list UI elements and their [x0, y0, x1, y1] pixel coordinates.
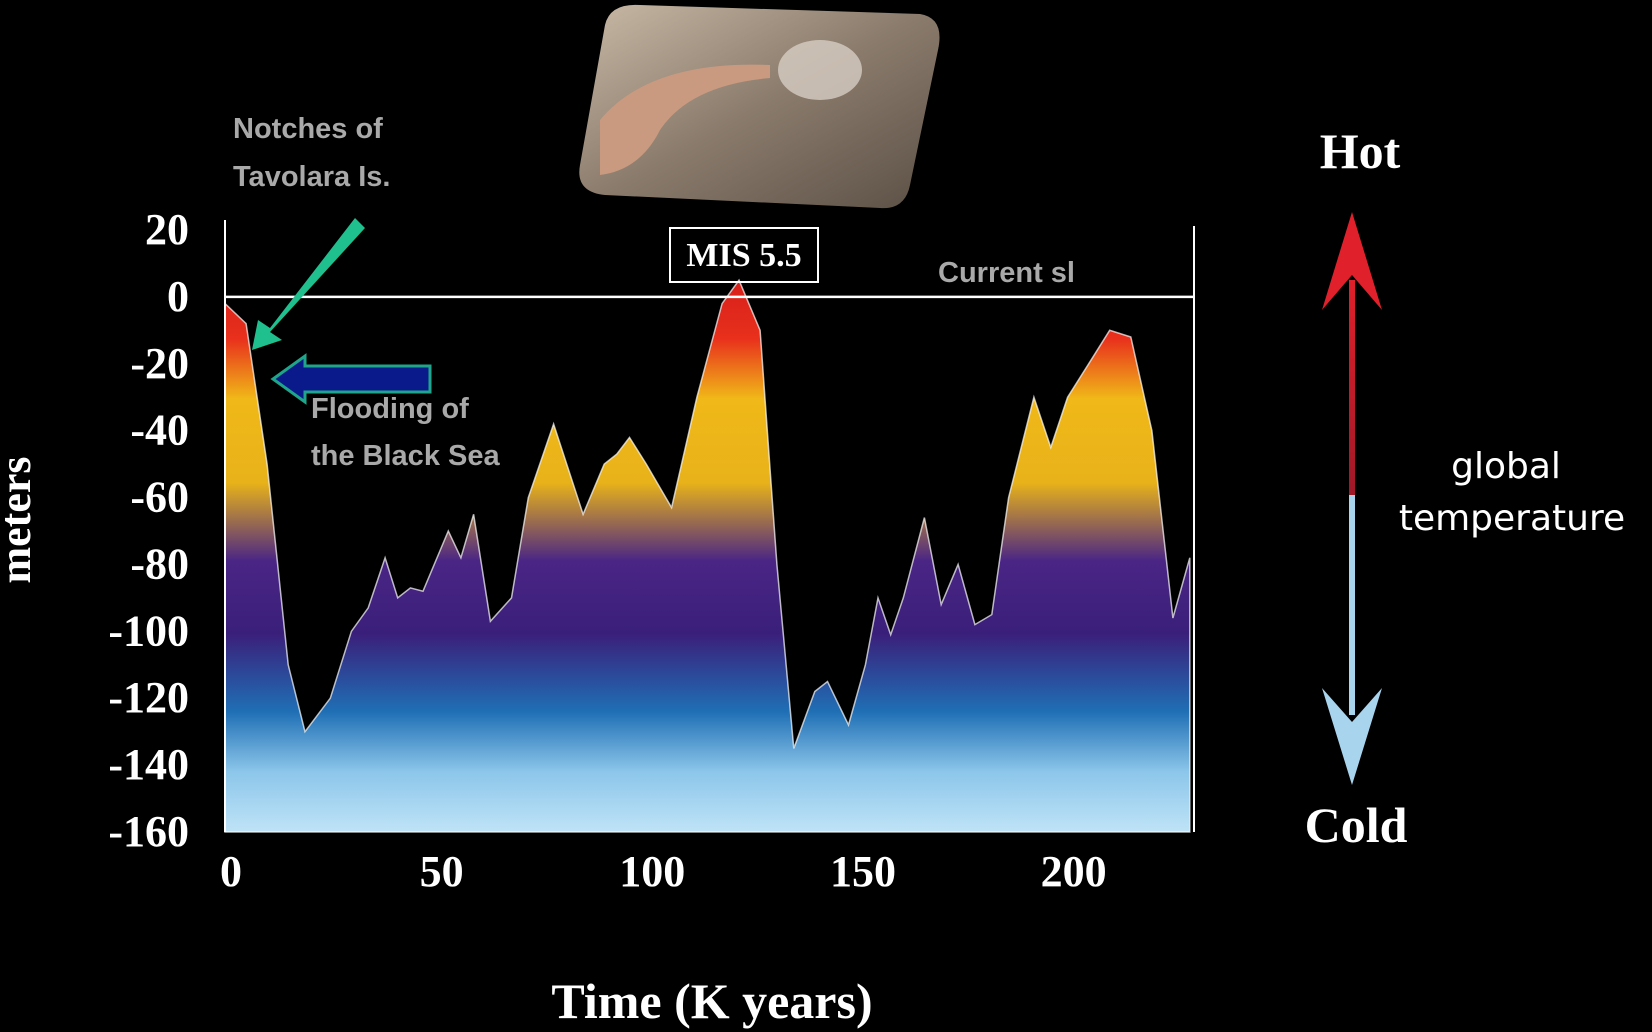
annotation: the Black Sea [311, 440, 500, 472]
photo [579, 5, 939, 208]
temperature-arrow [1349, 495, 1355, 715]
y-tick-label: -140 [108, 740, 189, 789]
chart: 200-20-40-60-80-100-120-140-160050100150… [0, 0, 1652, 1032]
x-tick-label: 100 [619, 847, 685, 896]
y-tick-label: 0 [167, 272, 189, 321]
annotation: Flooding of [311, 393, 469, 425]
temperature-hot: Hot [1320, 123, 1401, 179]
annotation: Notches of [233, 113, 383, 145]
temperature-label: temperature [1399, 498, 1625, 539]
y-tick-label: -20 [130, 339, 189, 388]
x-tick-label: 0 [220, 847, 242, 896]
y-tick-label: -120 [108, 673, 189, 722]
temperature-label: global [1451, 446, 1561, 487]
x-tick-label: 150 [830, 847, 896, 896]
annotation: Current sl [938, 257, 1075, 289]
temperature-arrow [1349, 280, 1355, 495]
y-tick-label: -60 [130, 473, 189, 522]
x-tick-label: 200 [1041, 847, 1107, 896]
y-tick-label: -160 [108, 807, 189, 856]
x-tick-label: 50 [420, 847, 464, 896]
temperature-cold: Cold [1305, 797, 1408, 853]
annotation: Tavolara Is. [233, 161, 390, 193]
y-axis-label: meters [0, 456, 40, 583]
y-tick-label: -80 [130, 539, 189, 588]
y-tick-label: -40 [130, 406, 189, 455]
page: {"chart_data":{"type":"area","x_label":"… [0, 0, 1652, 1032]
y-tick-label: 20 [145, 205, 189, 254]
y-tick-label: -100 [108, 606, 189, 655]
x-axis-label: Time (K years) [551, 973, 872, 1029]
annotation: MIS 5.5 [686, 237, 801, 274]
